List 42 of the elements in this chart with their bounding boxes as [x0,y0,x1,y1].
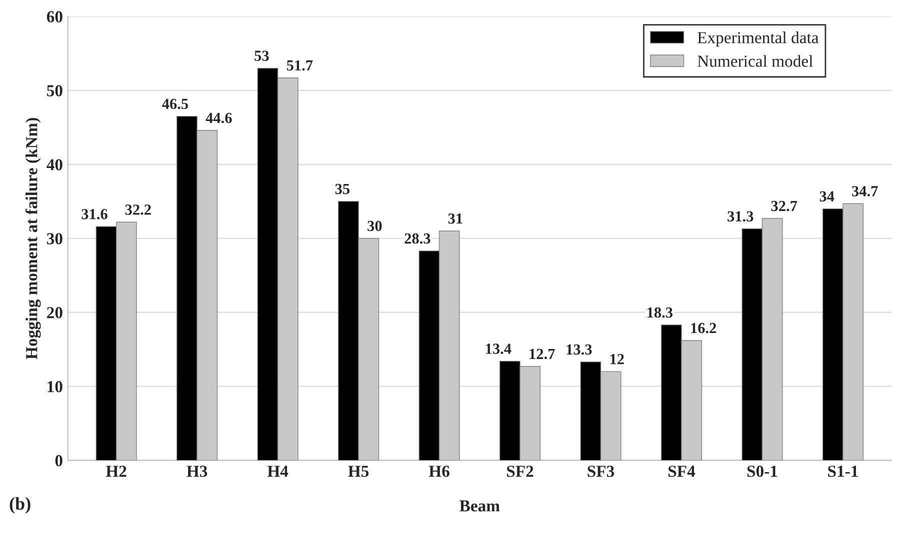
x-tick-label: S1-1 [828,466,858,477]
x-tick-label: S0-1 [747,466,778,477]
text: (b) [10,497,30,514]
data-label: 28.3 [404,233,430,244]
x-axis-title: Beam [460,500,500,512]
data-label: 53 [254,50,269,61]
y-tick-label: 40 [46,159,62,170]
y-tick-label: 0 [55,455,62,466]
data-label: 46.5 [162,98,188,110]
data-label: 18.3 [648,307,672,318]
x-tick-label: H5 [348,466,369,477]
y-tick-label: 60 [46,11,62,22]
data-label: 16.2 [691,322,716,334]
x-tick-label: SF4 [668,466,696,477]
y-tick-label: 10 [48,381,62,392]
data-label: 31 [448,213,462,224]
legend-label: Numerical model [698,55,813,67]
data-label: 31.6 [82,209,108,220]
x-tick-label: H4 [267,466,288,477]
data-label: 30 [368,220,382,232]
data-label: 13.3 [566,344,592,355]
x-tick-label: H2 [106,466,126,477]
x-tick-label: H3 [186,466,208,477]
data-label: 34 [820,191,834,202]
y-axis-title: Hogging moment at failure (kNm) [25,118,41,360]
legend-label: Experimental data [698,32,819,47]
data-label: 12 [610,354,624,364]
data-label: 13.4 [486,344,512,354]
y-tick-label: 50 [47,85,62,96]
data-label: 31.3 [728,211,754,222]
x-tick-label: SF2 [507,466,534,477]
x-tick-label: H6 [428,466,450,477]
data-label: 12.7 [530,348,555,360]
x-tick-label: SF3 [588,466,614,477]
data-label: 44.6 [206,112,232,124]
y-tick-label: 20 [47,307,62,318]
data-label: 34.7 [852,186,878,196]
data-label: 35 [335,184,350,194]
data-label: 51.7 [286,60,313,71]
data-label: 32.7 [771,200,798,212]
data-label: 32.2 [125,204,151,215]
y-tick-label: 30 [46,233,62,244]
